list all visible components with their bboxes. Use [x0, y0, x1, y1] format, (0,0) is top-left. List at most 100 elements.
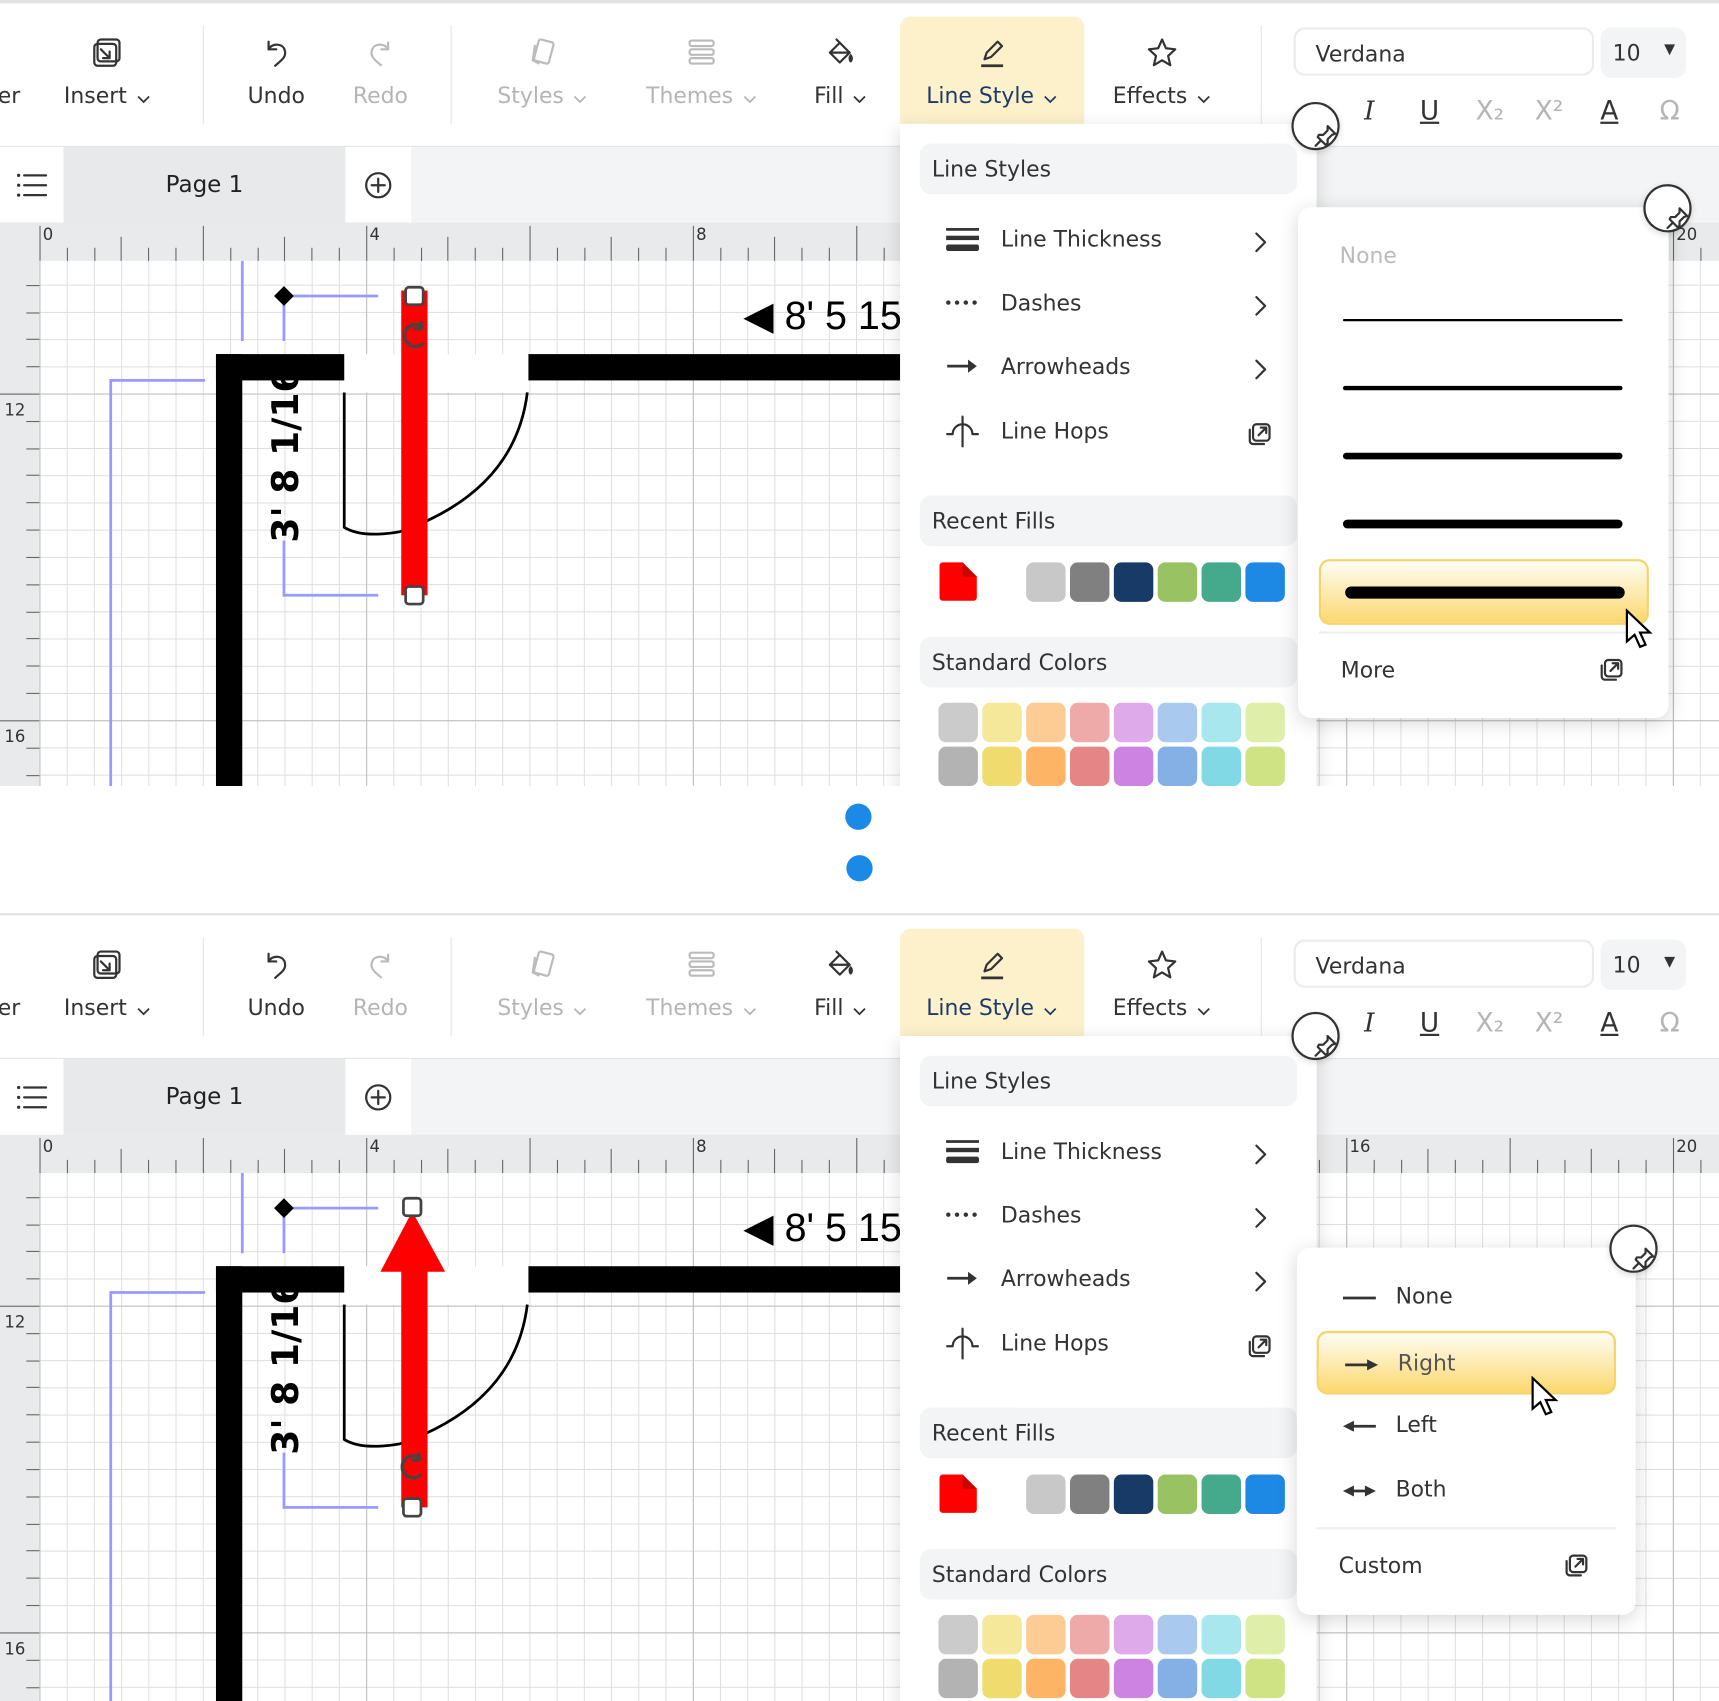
thickness-option[interactable] [1319, 423, 1649, 489]
standard-color-swatch[interactable] [1113, 702, 1154, 743]
standard-color-swatch[interactable] [1245, 1614, 1285, 1655]
standard-color-swatch[interactable] [1026, 746, 1066, 787]
standard-color-swatch[interactable] [1113, 746, 1154, 787]
rotate-handle-icon[interactable] [402, 1453, 421, 1478]
redo-button[interactable]: Redo [304, 929, 457, 1036]
more-thickness-button[interactable]: More [1319, 646, 1649, 694]
recent-fill-swatch[interactable] [1245, 562, 1285, 602]
door-swing-arc[interactable] [344, 392, 527, 534]
thickness-option[interactable] [1318, 559, 1649, 625]
font-size-select[interactable]: 10 ▼ [1600, 27, 1687, 78]
endpoint-handle[interactable] [403, 1499, 421, 1517]
thickness-option[interactable] [1319, 355, 1649, 421]
fill-swatch-icon[interactable] [937, 1473, 979, 1519]
underline-icon[interactable]: U [1419, 95, 1440, 127]
page-list-button[interactable] [0, 1059, 64, 1135]
superscript-icon[interactable]: X² [1534, 1007, 1564, 1039]
standard-color-swatch[interactable] [1157, 1658, 1198, 1699]
wall-left[interactable] [216, 354, 242, 786]
standard-color-swatch[interactable] [1201, 746, 1242, 787]
standard-color-swatch[interactable] [1026, 1658, 1066, 1699]
fill-swatch-icon[interactable] [937, 561, 979, 607]
endpoint-handle[interactable] [406, 587, 424, 605]
themes-button[interactable]: Themes [625, 929, 778, 1036]
standard-color-swatch[interactable] [1026, 1614, 1066, 1655]
insert-button[interactable]: Insert [31, 929, 184, 1036]
standard-color-swatch[interactable] [1201, 1614, 1242, 1655]
line-style-button[interactable]: Line Style [900, 928, 1085, 1037]
toolbar-cut-label[interactable]: er [0, 82, 21, 109]
standard-color-swatch[interactable] [982, 746, 1022, 787]
standard-color-swatch[interactable] [982, 1658, 1022, 1699]
standard-color-swatch[interactable] [1245, 1658, 1285, 1699]
menu-item-dashes[interactable]: Dashes [944, 1193, 1273, 1237]
effects-button[interactable]: Effects [1085, 929, 1238, 1036]
standard-color-swatch[interactable] [938, 1614, 978, 1655]
font-color-icon[interactable]: A [1600, 1007, 1619, 1039]
menu-item-arrowheads[interactable]: Arrowheads [944, 344, 1273, 388]
standard-color-swatch[interactable] [1201, 1658, 1242, 1699]
standard-color-swatch[interactable] [982, 1614, 1022, 1655]
page-list-button[interactable] [0, 146, 64, 223]
thickness-option[interactable] [1319, 491, 1649, 557]
thickness-option[interactable] [1319, 287, 1649, 353]
menu-item-arrowheads[interactable]: Arrowheads [944, 1256, 1273, 1300]
styles-button[interactable]: Styles [466, 929, 619, 1036]
standard-color-swatch[interactable] [1245, 746, 1285, 787]
special-character-icon[interactable]: Ω [1659, 95, 1680, 127]
standard-color-swatch[interactable] [1069, 746, 1110, 787]
pin-submenu-button[interactable] [1609, 1224, 1658, 1273]
door-swing-arc[interactable] [344, 1305, 527, 1447]
arrowhead-option-both[interactable]: Both [1317, 1459, 1616, 1523]
thickness-option-none[interactable]: None [1339, 242, 1397, 269]
standard-color-swatch[interactable] [1157, 702, 1198, 743]
recent-fill-swatch[interactable] [1157, 1474, 1198, 1514]
page-tab[interactable]: Page 1 [63, 1059, 346, 1135]
font-color-icon[interactable]: A [1600, 95, 1619, 127]
endpoint-handle[interactable] [406, 287, 424, 305]
standard-color-swatch[interactable] [938, 746, 978, 787]
standard-color-swatch[interactable] [1245, 702, 1285, 743]
pin-toolbar-button[interactable] [1291, 101, 1340, 151]
subscript-icon[interactable]: X₂ [1475, 1007, 1505, 1039]
recent-fill-swatch[interactable] [1201, 562, 1242, 602]
font-family-input[interactable]: Verdana [1293, 939, 1595, 988]
standard-color-swatch[interactable] [938, 1658, 978, 1699]
rotate-handle-icon[interactable] [404, 321, 423, 346]
standard-color-swatch[interactable] [1069, 1658, 1110, 1699]
line-style-button[interactable]: Line Style [900, 16, 1085, 124]
standard-color-swatch[interactable] [1201, 702, 1242, 743]
menu-item-line-thickness[interactable]: Line Thickness [944, 217, 1273, 261]
standard-color-swatch[interactable] [938, 702, 978, 743]
dimension-handle-icon[interactable] [274, 286, 294, 306]
dimension-handle-icon[interactable] [274, 1198, 294, 1218]
arrowhead-option-left[interactable]: Left [1317, 1394, 1616, 1458]
arrowhead-option-right[interactable]: Right [1316, 1330, 1616, 1394]
menu-item-line-thickness[interactable]: Line Thickness [944, 1129, 1273, 1173]
font-family-input[interactable]: Verdana [1293, 27, 1595, 76]
font-size-select[interactable]: 10 ▼ [1600, 939, 1687, 990]
wall-left[interactable] [216, 1266, 242, 1701]
add-page-button[interactable] [345, 1059, 412, 1135]
arrowhead-option-none[interactable]: None [1317, 1266, 1616, 1330]
fill-button[interactable]: Fill [764, 929, 917, 1036]
standard-color-swatch[interactable] [1026, 702, 1066, 743]
standard-color-swatch[interactable] [1069, 1614, 1110, 1655]
italic-icon[interactable]: I [1364, 1007, 1375, 1039]
undo-button[interactable]: Undo [200, 16, 353, 123]
custom-arrowhead-button[interactable]: Custom [1317, 1541, 1616, 1589]
wall-top-left[interactable] [216, 1266, 344, 1292]
standard-color-swatch[interactable] [1113, 1658, 1154, 1699]
endpoint-handle[interactable] [403, 1198, 421, 1216]
italic-icon[interactable]: I [1364, 95, 1375, 127]
selected-arrow-shape[interactable] [380, 1211, 445, 1507]
page-tab[interactable]: Page 1 [63, 146, 346, 223]
recent-fill-swatch[interactable] [1113, 1474, 1154, 1514]
superscript-icon[interactable]: X² [1534, 95, 1564, 127]
standard-color-swatch[interactable] [982, 702, 1022, 743]
standard-color-swatch[interactable] [1113, 1614, 1154, 1655]
standard-color-swatch[interactable] [1157, 746, 1198, 787]
pin-toolbar-button[interactable] [1291, 1011, 1340, 1061]
menu-item-line-hops[interactable]: Line Hops [944, 1321, 1273, 1365]
wall-top-left[interactable] [216, 354, 344, 380]
